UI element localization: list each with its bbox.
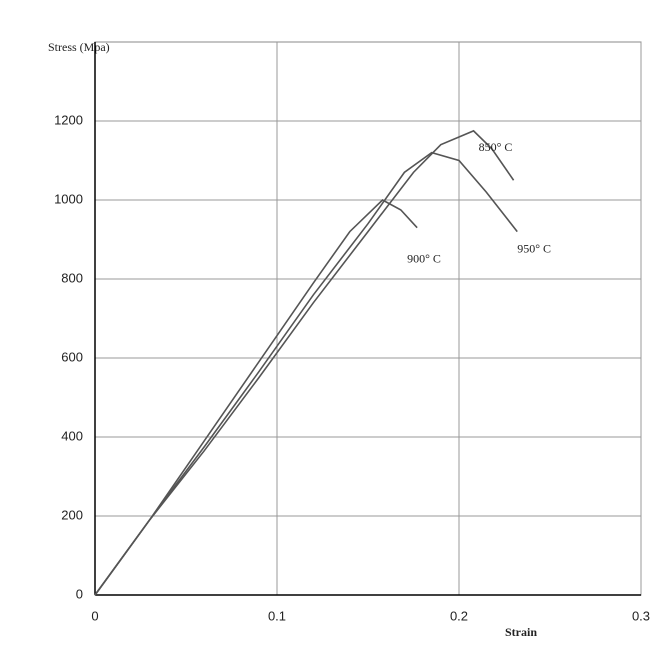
y-tick-label: 400: [61, 428, 83, 443]
x-tick-label: 0.3: [632, 608, 650, 623]
series-line: [95, 200, 417, 595]
y-tick-label: 1200: [54, 112, 83, 127]
x-tick-label: 0.2: [450, 608, 468, 623]
y-tick-label: 200: [61, 507, 83, 522]
y-tick-label: 1000: [54, 191, 83, 206]
series-label: 850° C: [479, 140, 513, 154]
y-tick-label: 800: [61, 270, 83, 285]
series-line: [95, 153, 517, 595]
page: {"chart_data": {"type": "line", "y_label…: [0, 0, 669, 646]
x-axis-label: Strain: [505, 625, 537, 639]
x-tick-label: 0: [91, 608, 98, 623]
x-tick-label: 0.1: [268, 608, 286, 623]
series-label: 900° C: [407, 251, 441, 265]
plot-frame: [95, 42, 641, 595]
y-tick-label: 0: [76, 586, 83, 601]
chart: Stress (Mpa) Strain 02004006008001000120…: [0, 0, 669, 646]
series-label: 950° C: [517, 241, 551, 255]
y-tick-label: 600: [61, 349, 83, 364]
